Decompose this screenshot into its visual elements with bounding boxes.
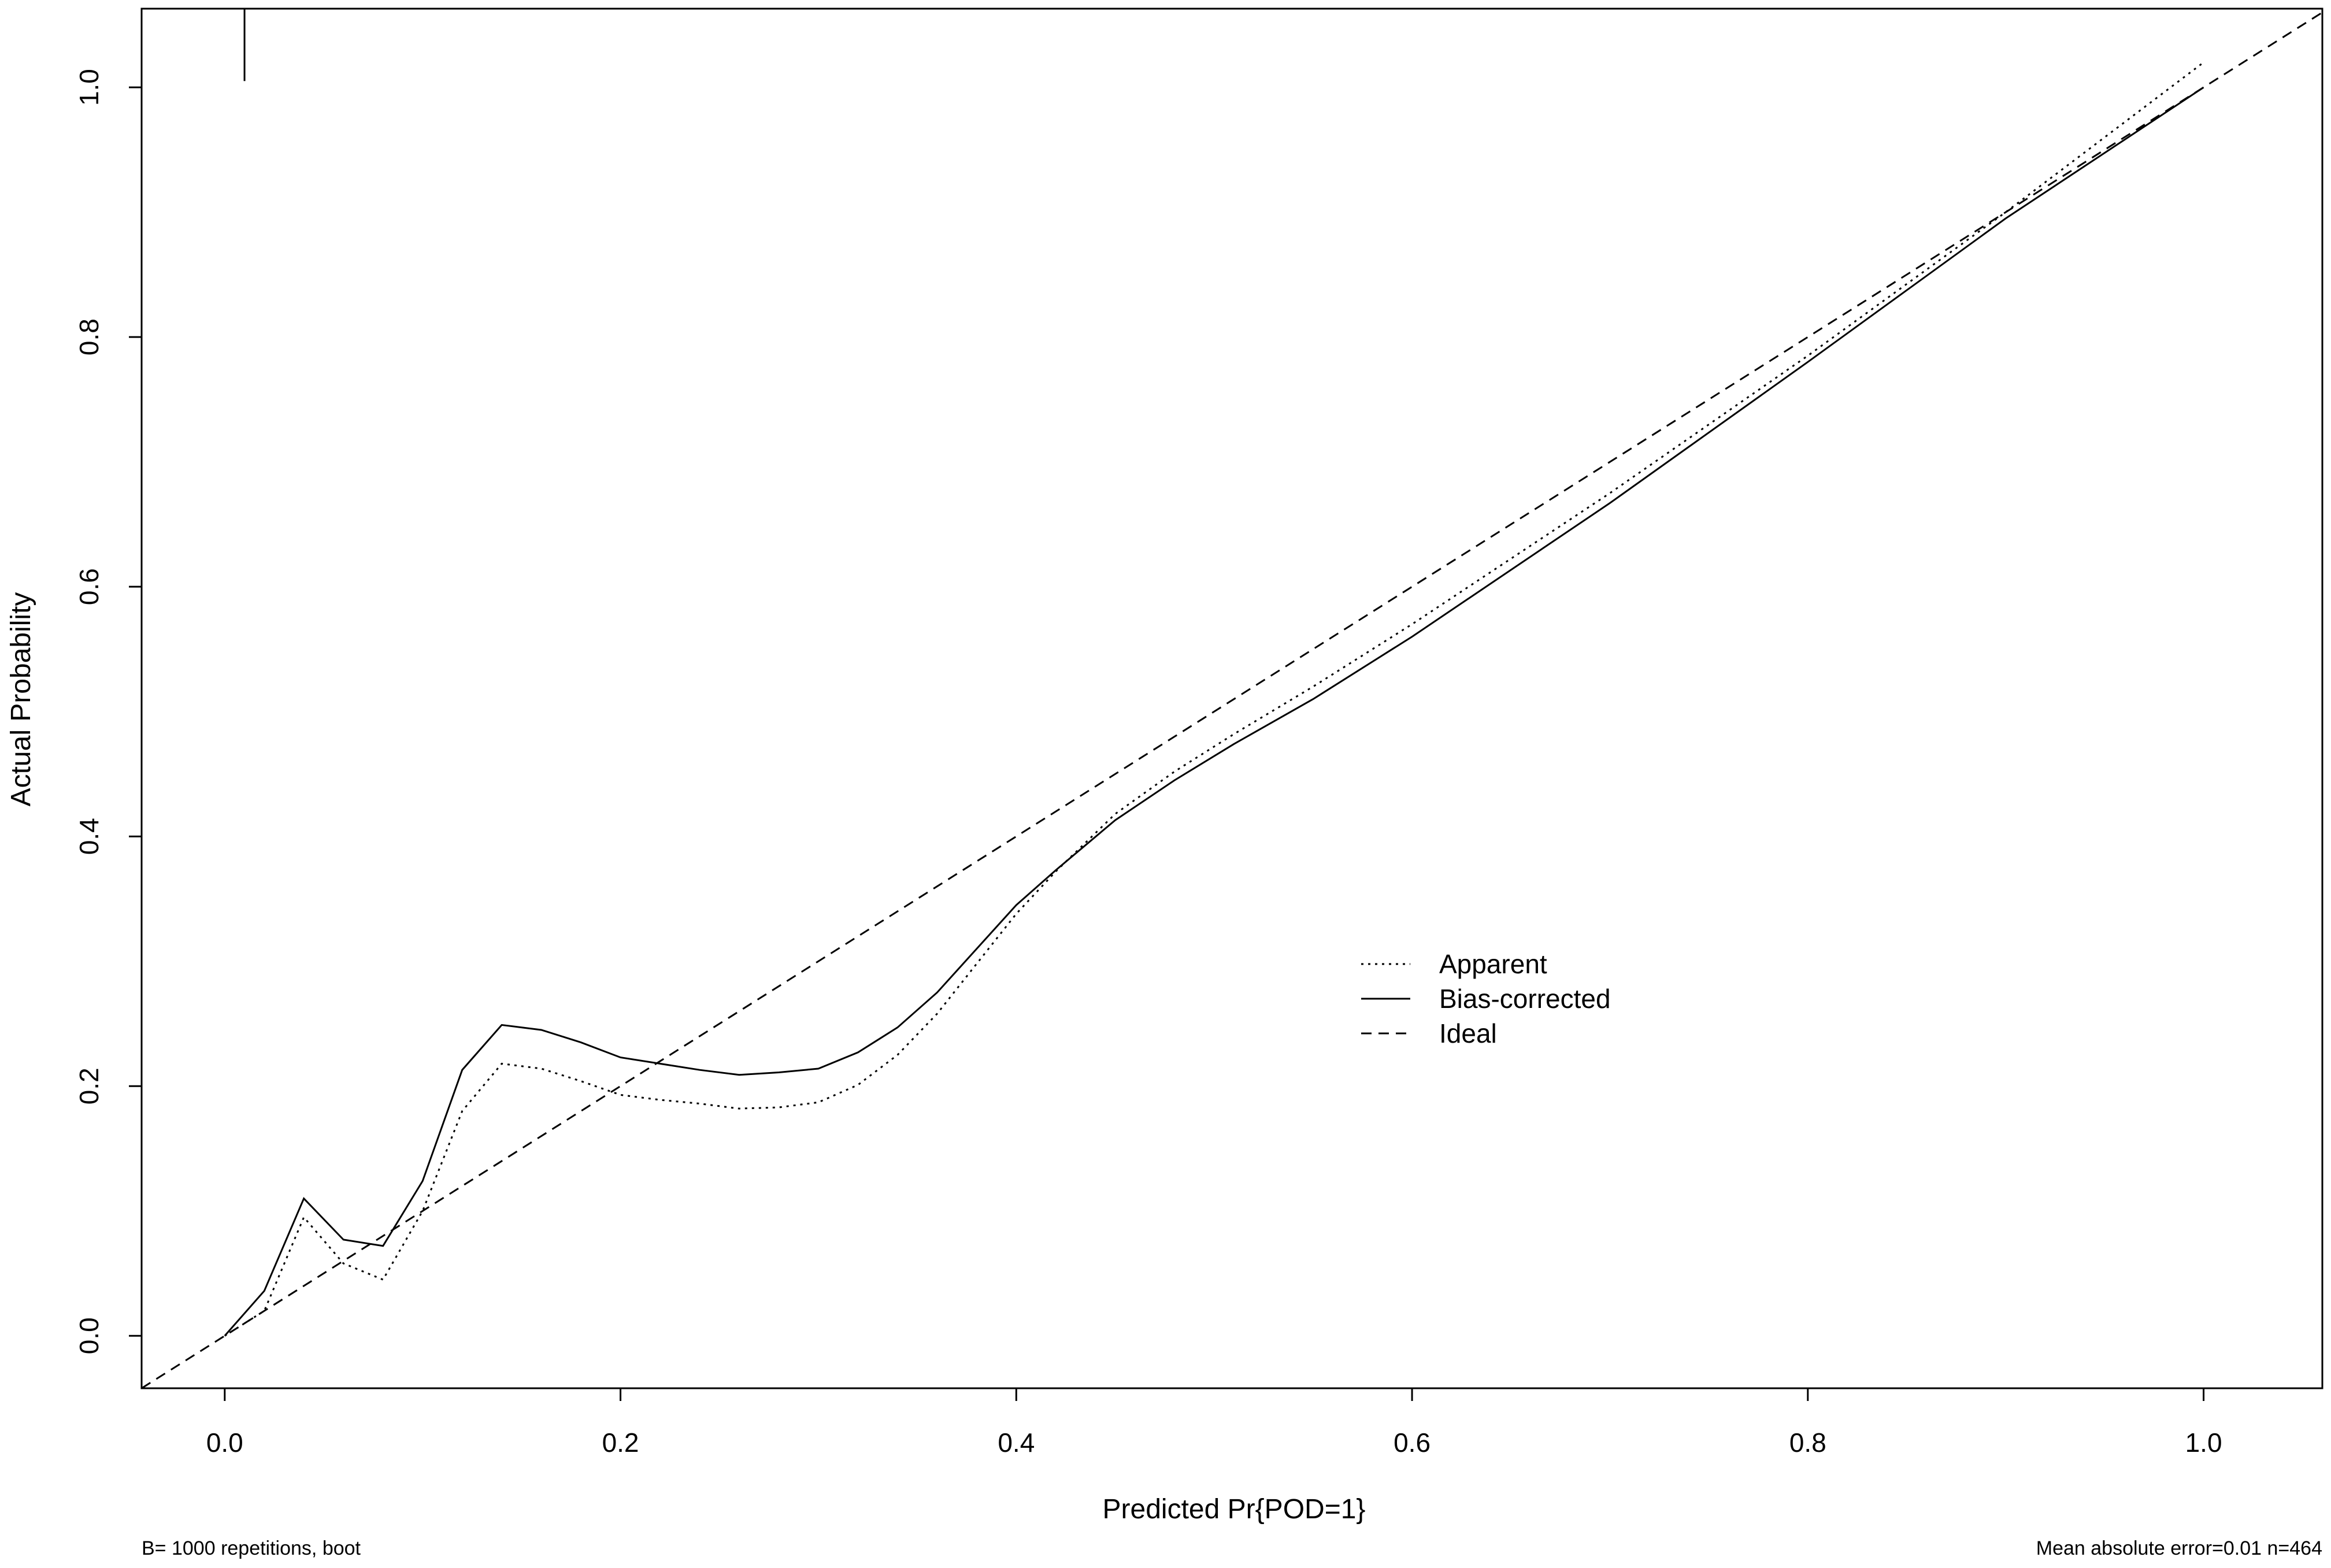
y-axis-label: Actual Probability (6, 592, 36, 807)
series-line-ideal (142, 12, 2322, 1388)
footnote-left: B= 1000 repetitions, boot (142, 1537, 361, 1559)
plot-frame (140, 8, 2323, 1389)
legend: Apparent Bias-corrected Ideal (1361, 949, 1611, 1048)
x-axis-label: Predicted Pr{POD=1} (1103, 1494, 1366, 1525)
y-tick-label: 0.8 (74, 318, 104, 355)
x-tick-label: 0.6 (1394, 1428, 1431, 1458)
legend-label-bias-corrected: Bias-corrected (1439, 984, 1611, 1014)
x-axis: 0.0 0.2 0.4 0.6 0.8 1.0 (206, 1388, 2222, 1458)
x-tick-label: 0.8 (1789, 1428, 1826, 1458)
y-tick-label: 0.2 (74, 1067, 104, 1104)
footnote-right: Mean absolute error=0.01 n=464 (2036, 1537, 2322, 1559)
y-tick-label: 0.0 (74, 1317, 104, 1354)
series-line-bias-corrected (224, 86, 2204, 1337)
x-tick-label: 0.2 (602, 1428, 639, 1458)
x-tick-label: 0.4 (998, 1428, 1035, 1458)
series-line-apparent (224, 61, 2204, 1337)
legend-label-apparent: Apparent (1439, 949, 1547, 979)
legend-label-ideal: Ideal (1439, 1018, 1497, 1048)
y-tick-label: 0.6 (74, 568, 104, 605)
y-axis: 0.0 0.2 0.4 0.6 0.8 1.0 (74, 69, 142, 1354)
y-tick-label: 0.4 (74, 818, 104, 855)
x-tick-label: 1.0 (2185, 1428, 2222, 1458)
y-tick-label: 1.0 (74, 69, 104, 106)
x-tick-label: 0.0 (206, 1428, 243, 1458)
series-layer (142, 12, 2322, 1388)
